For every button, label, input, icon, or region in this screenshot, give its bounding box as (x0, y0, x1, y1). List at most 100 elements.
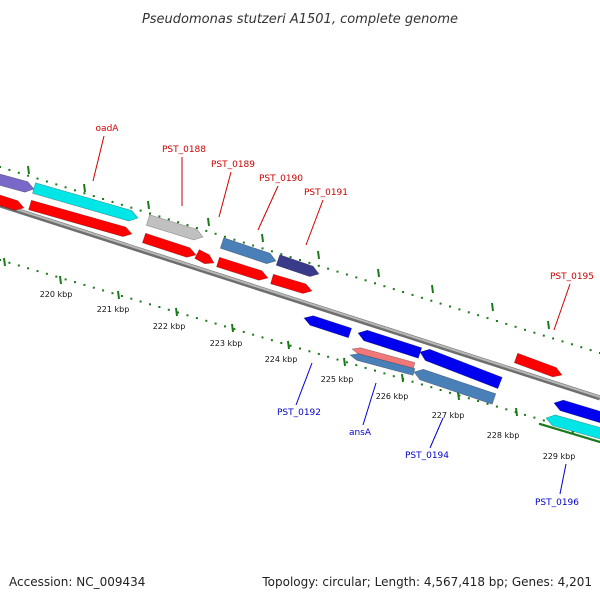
tick-dot (270, 250, 273, 253)
label-leader-line (305, 199, 324, 246)
feature-red-long (28, 199, 133, 237)
tick-dot (477, 314, 480, 317)
tick-dot (45, 272, 48, 275)
tick-dot (45, 180, 48, 183)
tick-dot (505, 408, 508, 411)
gene-features (0, 173, 600, 440)
major-tick (147, 200, 150, 210)
tick-dot (195, 227, 198, 229)
scale-label: 229 kbp (543, 452, 576, 461)
major-tick (515, 407, 518, 417)
tick-dot (345, 273, 348, 276)
tick-dot (589, 349, 592, 352)
tick-dot (355, 276, 358, 279)
major-tick (231, 323, 234, 333)
tick-marks (0, 165, 600, 443)
feature-ansA (351, 347, 416, 370)
tick-dot (233, 238, 236, 241)
tick-dot (317, 353, 320, 355)
feature-oadA (32, 182, 139, 222)
feature-red-left-edge (0, 194, 25, 211)
gene-label-oadA: oadA (96, 124, 120, 134)
gene-label-PST_0195: PST_0195 (550, 272, 594, 282)
tick-dot (27, 174, 30, 177)
tick-dot (495, 320, 498, 322)
tick-dot (214, 322, 217, 325)
tick-dot (111, 200, 114, 203)
tick-dot (420, 296, 423, 299)
tick-dot (92, 286, 95, 289)
tick-dot (224, 235, 226, 238)
tick-dot (149, 303, 151, 306)
tick-dot (383, 285, 386, 288)
tick-dot (17, 171, 20, 174)
major-tick (457, 391, 460, 401)
gene-label-ansA: ansA (349, 428, 372, 438)
tick-dot (430, 386, 433, 389)
tick-dot (120, 203, 123, 206)
feature-red-0188 (142, 232, 197, 258)
scale-label: 222 kbp (153, 322, 186, 331)
label-leader-line (92, 135, 105, 182)
major-tick (207, 217, 210, 227)
tick-dot (224, 325, 226, 328)
gene-label-PST_0188: PST_0188 (162, 145, 206, 155)
tick-dot (195, 317, 198, 320)
label-leader-line (559, 463, 567, 495)
feature-PST_0196 (553, 399, 600, 424)
major-tick (317, 250, 320, 260)
tick-dot (299, 259, 301, 261)
tick-dot (467, 397, 470, 400)
tick-dot (242, 241, 245, 244)
feature-PST_0195 (513, 352, 563, 378)
major-tick (547, 320, 550, 330)
tick-dot (8, 261, 11, 264)
tick-dot (64, 186, 67, 189)
tick-dot (524, 413, 526, 416)
tick-dot (92, 195, 95, 198)
feature-purple-upper (0, 173, 35, 193)
tick-dot (552, 337, 555, 340)
tick-dot (186, 224, 189, 227)
tick-dot (0, 259, 1, 261)
feature-red-0189-small (194, 249, 215, 265)
tick-dot (299, 347, 301, 350)
tick-dot (83, 192, 86, 195)
tick-dot (411, 293, 414, 296)
tick-dot (524, 328, 526, 331)
label-leader-line (362, 382, 377, 426)
label-leader-line (218, 171, 232, 218)
tick-dot (261, 247, 264, 250)
tick-dot (449, 391, 451, 394)
feature-PST_0194 (413, 368, 497, 405)
major-tick (343, 357, 346, 367)
gene-label-PST_0190: PST_0190 (259, 174, 303, 184)
scale-label: 223 kbp (210, 339, 243, 348)
scale-label: 226 kbp (376, 392, 409, 401)
tick-dot (64, 278, 67, 281)
genome-summary-text: Topology: circular; Length: 4,567,418 bp… (261, 575, 592, 589)
tick-dot (327, 267, 330, 270)
feature-PST_0191 (275, 254, 320, 277)
feature-PST_0188 (146, 214, 204, 241)
tick-dot (55, 275, 58, 278)
scale-label: 228 kbp (487, 431, 520, 440)
tick-dot (364, 366, 367, 369)
tick-dot (449, 305, 451, 308)
tick-dot (420, 383, 423, 386)
tick-dot (186, 314, 189, 317)
tick-dot (289, 256, 292, 259)
tick-dot (477, 400, 480, 402)
tick-dot (205, 229, 208, 232)
tick-dot (139, 300, 142, 303)
tick-dot (36, 270, 39, 273)
tick-dot (336, 270, 339, 273)
major-tick (117, 290, 120, 300)
tick-dot (233, 328, 236, 331)
tick-dot (439, 389, 442, 391)
tick-dot (270, 339, 273, 342)
tick-dot (542, 419, 545, 422)
tick-dot (495, 405, 498, 408)
tick-dot (308, 261, 311, 264)
